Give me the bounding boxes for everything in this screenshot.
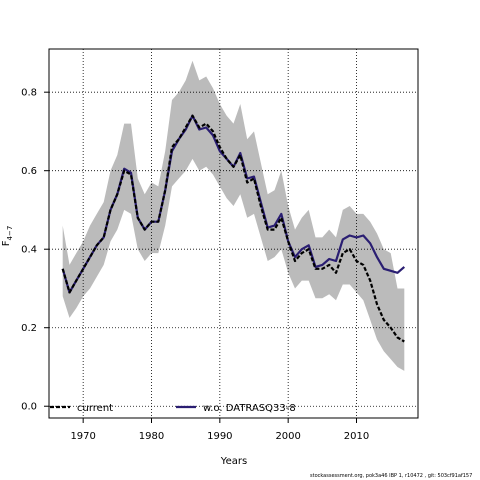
y-axis-label-main: F (1, 240, 12, 246)
legend: current w.o. DATRASQ33-8 (50, 403, 296, 414)
x-tick-label-3: 2000 (275, 431, 300, 442)
y-tick-label-3: 0.6 (21, 166, 37, 177)
legend-label-current: current (77, 403, 113, 414)
x-tick-label-2: 1990 (207, 431, 232, 442)
axis-layer: 1970 1980 1990 2000 2010 0.0 0.2 0.4 0.6 0.8 (21, 88, 369, 442)
y-axis-label-subscript: 4−7 (6, 226, 14, 241)
x-tick-label-1: 1980 (139, 431, 164, 442)
series-layer (61, 114, 406, 343)
y-tick-label-4: 0.8 (21, 88, 37, 99)
y-tick-label-1: 0.2 (21, 323, 37, 334)
series-line-current (61, 114, 405, 343)
x-axis-label: Years (220, 456, 247, 467)
confidence-band-layer (62, 60, 405, 371)
plot-frame (48, 48, 419, 419)
y-axis-label: F4−7 (1, 226, 14, 247)
x-tick-label-4: 2010 (344, 431, 369, 442)
x-tick-label-0: 1970 (70, 431, 95, 442)
y-tick-label-0: 0.0 (21, 402, 37, 413)
legend-label-w-o-datrasq33-8: w.o. DATRASQ33-8 (203, 403, 296, 414)
confidence-band (62, 60, 405, 371)
y-tick-label-2: 0.4 (21, 245, 37, 256)
footer-credit: stockassessment.org, pok3a46 IBP 1, r104… (310, 473, 473, 479)
